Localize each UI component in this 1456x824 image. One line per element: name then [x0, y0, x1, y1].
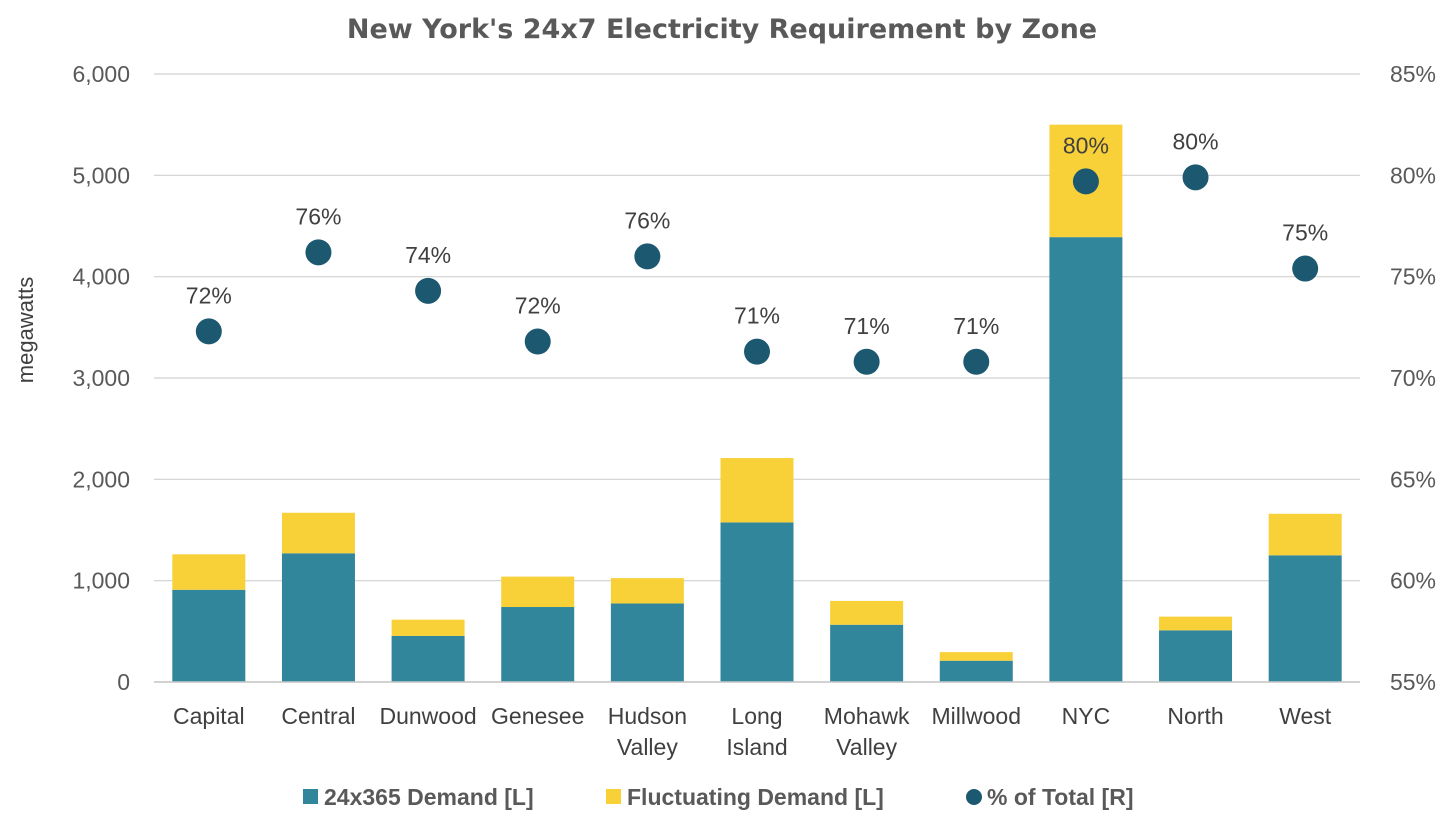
pct-data-label: 74% — [405, 242, 451, 268]
bar-24x365 — [1268, 555, 1342, 682]
y2-tick-label: 75% — [1390, 264, 1436, 290]
x-tick-label: Genesee — [491, 703, 584, 729]
x-tick-label: Dunwood — [379, 703, 476, 729]
bar-24x365 — [1159, 630, 1233, 682]
y-tick-label: 0 — [117, 669, 130, 695]
y2-tick-label: 85% — [1390, 61, 1436, 87]
bar-24x365 — [391, 635, 465, 682]
x-tick-label: Island — [726, 734, 787, 760]
y-tick-label: 2,000 — [72, 466, 130, 492]
pct-data-label: 71% — [844, 313, 890, 339]
bar-24x365 — [1049, 237, 1123, 682]
pct-point — [1072, 168, 1099, 195]
pct-point — [1292, 255, 1319, 282]
bar-fluctuating — [1159, 616, 1233, 631]
x-tick-label: Mohawk — [824, 703, 910, 729]
pct-point — [963, 348, 990, 375]
axes: 0 1,000 2,000 3,000 4,000 5,000 6,000 55% 60% 65%… — [72, 61, 1436, 760]
legend-swatch — [303, 789, 318, 804]
x-tick-label: Capital — [173, 703, 245, 729]
y2-tick-label: 65% — [1390, 466, 1436, 492]
pct-data-label: 71% — [734, 303, 780, 329]
bar-24x365 — [172, 589, 246, 682]
y2-tick-label: 80% — [1390, 162, 1436, 188]
y-tick-label: 1,000 — [72, 568, 130, 594]
bar-24x365 — [939, 660, 1013, 682]
bar-fluctuating — [830, 600, 904, 625]
bar-24x365 — [720, 522, 794, 682]
pct-point — [415, 277, 442, 304]
legend-swatch — [606, 789, 621, 804]
y-tick-label: 5,000 — [72, 162, 130, 188]
y2-tick-label: 55% — [1390, 669, 1436, 695]
y-axis-label: megawatts — [13, 277, 38, 383]
bar-24x365 — [610, 603, 684, 682]
legend: 24x365 Demand [L] Fluctuating Demand [L]%… — [303, 784, 1134, 810]
pct-point — [305, 239, 332, 266]
x-tick-label: Millwood — [932, 703, 1021, 729]
y-tick-label: 6,000 — [72, 61, 130, 87]
bar-fluctuating — [281, 512, 355, 554]
pct-point — [853, 348, 880, 375]
legend-label: 24x365 Demand [L] — [324, 784, 534, 810]
bar-fluctuating — [172, 554, 246, 590]
bar-24x365 — [501, 607, 575, 682]
points: 72% 76% 74% 72% 76% 71% 71% 71% 80% 80% 75% — [186, 128, 1328, 375]
y2-tick-label: 70% — [1390, 365, 1436, 391]
bar-24x365 — [830, 624, 904, 682]
bar-fluctuating — [720, 458, 794, 523]
x-tick-label: North — [1167, 703, 1223, 729]
pct-point — [634, 243, 661, 270]
y-tick-label: 4,000 — [72, 264, 130, 290]
pct-data-label: 76% — [624, 207, 670, 233]
pct-point — [195, 318, 222, 345]
pct-point — [524, 328, 551, 355]
x-tick-label: Valley — [836, 734, 897, 760]
pct-data-label: 72% — [515, 293, 561, 319]
legend-label: % of Total [R] — [987, 784, 1134, 810]
x-tick-label: Valley — [617, 734, 678, 760]
pct-data-label: 80% — [1173, 128, 1219, 154]
x-tick-label: Central — [281, 703, 355, 729]
bars — [172, 124, 1342, 682]
x-tick-label: NYC — [1062, 703, 1111, 729]
bar-24x365 — [281, 553, 355, 682]
legend-label: Fluctuating Demand [L] — [627, 784, 884, 810]
bar-fluctuating — [501, 576, 575, 608]
bar-fluctuating — [610, 578, 684, 604]
bar-fluctuating — [939, 652, 1013, 661]
y2-tick-label: 60% — [1390, 568, 1436, 594]
pct-point — [744, 338, 770, 365]
y-tick-label: 3,000 — [72, 365, 130, 391]
pct-data-label: 72% — [186, 282, 232, 308]
pct-data-label: 71% — [953, 313, 999, 339]
pct-point — [1182, 164, 1209, 191]
x-tick-label: Long — [731, 703, 782, 729]
bar-fluctuating — [1268, 513, 1342, 556]
pct-data-label: 80% — [1063, 132, 1109, 158]
chart-title: New York's 24x7 Electricity Requirement … — [347, 14, 1097, 45]
bar-fluctuating — [391, 619, 465, 636]
legend-swatch — [966, 789, 982, 805]
pct-data-label: 76% — [295, 203, 341, 229]
x-tick-label: West — [1279, 703, 1332, 729]
pct-data-label: 75% — [1282, 220, 1328, 246]
x-tick-label: Hudson — [608, 703, 687, 729]
